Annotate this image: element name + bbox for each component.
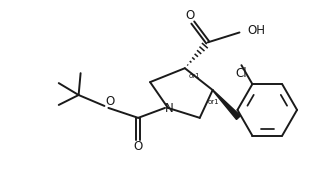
Text: O: O <box>134 140 143 153</box>
Polygon shape <box>213 90 240 120</box>
Text: or1: or1 <box>189 73 201 79</box>
Text: O: O <box>185 9 194 22</box>
Text: N: N <box>164 102 173 115</box>
Text: or1: or1 <box>208 99 219 105</box>
Text: O: O <box>106 96 115 108</box>
Text: Cl: Cl <box>236 67 247 80</box>
Text: OH: OH <box>247 24 266 37</box>
